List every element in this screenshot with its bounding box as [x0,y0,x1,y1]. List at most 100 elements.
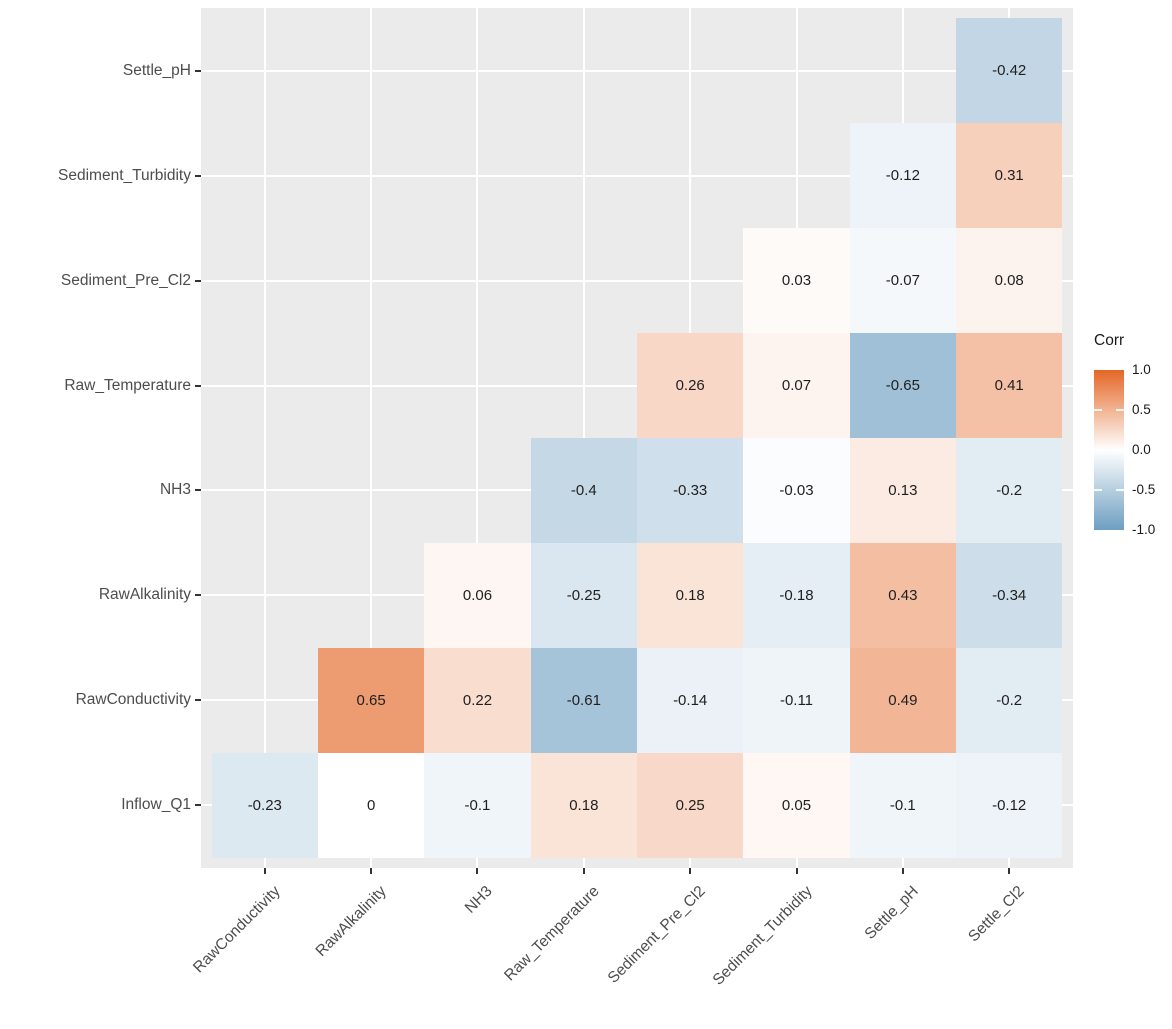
cell-value-label: -0.65 [885,377,920,395]
cell-value-label: 0.18 [569,796,599,814]
gridline-horizontal [201,279,1073,282]
cell-value-label: 0.07 [781,377,812,395]
heatmap-cell: 0.18 [637,542,744,648]
legend-bar-tick [1094,449,1102,451]
cell-value-label: 0.13 [888,481,918,499]
legend-tick-label: 0.0 [1132,442,1151,457]
x-axis-tick [795,868,798,874]
heatmap-cell: -0.61 [530,647,637,753]
heatmap-cell: -0.2 [956,438,1063,543]
heatmap-cell: -0.23 [211,752,318,858]
heatmap-cell: 0.41 [956,333,1063,438]
heatmap-cell: 0.49 [849,647,956,753]
heatmap-cell: -0.25 [530,542,637,648]
cell-value-label: -0.12 [885,167,920,185]
y-axis-label: RawConductivity [75,691,191,709]
heatmap-cell: 0.25 [637,752,744,858]
y-axis-tick [195,69,201,72]
heatmap-cell: -0.12 [956,752,1063,858]
heatmap-cell: -0.1 [424,752,531,858]
cell-value-label: -0.18 [779,586,814,604]
legend: Corr 1.0 0.5 0.0 -0.5 -1.0 [1094,332,1172,542]
gridline-vertical [476,8,479,868]
cell-value-label: 0.43 [888,586,918,604]
cell-value-label: -0.2 [996,691,1023,709]
y-axis-tick [195,174,201,177]
heatmap-cell: -0.4 [530,438,637,543]
legend-tick-label: 1.0 [1132,362,1151,377]
y-axis-label: Sediment_Turbidity [58,166,191,184]
cell-value-label: -0.03 [779,481,814,499]
cell-value-label: 0.31 [994,167,1024,185]
cell-value-label: -0.34 [992,586,1027,604]
heatmap-cell: -0.2 [956,647,1063,753]
cell-value-label: -0.33 [673,481,708,499]
gridline-vertical [263,8,266,868]
cell-value-label: 0.03 [781,272,812,290]
cell-value-label: 0.08 [994,272,1024,290]
heatmap-cell: 0.18 [530,752,637,858]
cell-value-label: 0.49 [888,691,918,709]
heatmap-cell: 0.26 [637,333,744,438]
cell-value-label: -0.42 [992,62,1027,80]
cell-value-label: 0.25 [675,796,705,814]
heatmap-cell: -0.12 [849,123,956,229]
x-axis-tick [263,868,266,874]
heatmap-cell: -0.11 [743,647,850,753]
heatmap-cell: 0.07 [743,333,850,438]
cell-value-label: 0.05 [781,796,812,814]
y-axis-label: Raw_Temperature [64,376,191,394]
y-axis-tick [195,699,201,702]
cell-value-label: -0.1 [889,796,916,814]
gridline-horizontal [201,69,1073,72]
cell-value-label: -0.25 [566,586,601,604]
y-axis-label: RawAlkalinity [98,586,191,604]
cell-value-label: -0.4 [570,481,597,499]
cell-value-label: -0.23 [247,796,282,814]
y-axis-label: Settle_pH [122,61,191,79]
heatmap-cell: -0.42 [956,18,1063,124]
cell-value-label: 0.22 [462,691,493,709]
legend-tick-label: -0.5 [1132,482,1156,497]
cell-value-label: -0.1 [464,796,491,814]
heatmap-cell: 0.13 [849,438,956,543]
heatmap-cell: 0.31 [956,123,1063,229]
cell-value-label: 0.65 [356,691,386,709]
y-axis-tick [195,594,201,597]
heatmap-cell: 0.22 [424,647,531,753]
legend-bar-tick [1116,489,1124,491]
heatmap-cell: -0.33 [637,438,744,543]
heatmap-cell: -0.18 [743,542,850,648]
heatmap-cell: 0 [317,752,425,858]
plot-panel: -0.42 -0.12 0.31 0.03 -0.07 0.08 0.26 0.07 -0.65… [201,8,1073,868]
legend-title: Corr [1094,332,1125,349]
heatmap-cell: 0.08 [956,228,1063,334]
x-axis-tick [582,868,585,874]
cell-value-label: 0 [366,796,376,814]
heatmap-cell: -0.03 [743,438,850,543]
cell-value-label: 0.18 [675,586,705,604]
cell-value-label: -0.61 [566,691,601,709]
y-axis-tick [195,804,201,807]
heatmap-cell: 0.43 [849,542,956,648]
y-axis-tick [195,489,201,492]
y-axis-label: NH3 [159,481,191,499]
y-axis-label: Inflow_Q1 [121,796,191,814]
heatmap-cell: -0.07 [849,228,956,334]
y-axis-tick [195,279,201,282]
cell-value-label: -0.2 [996,481,1023,499]
legend-tick-label: -1.0 [1132,522,1156,537]
legend-bar-tick [1116,449,1124,451]
x-axis-tick [370,868,373,874]
heatmap-cell: -0.14 [637,647,744,753]
x-axis-tick [901,868,904,874]
x-axis-tick [476,868,479,874]
legend-tick-label: 0.5 [1132,402,1151,417]
cell-value-label: -0.14 [673,691,708,709]
heatmap-cell: 0.05 [743,752,850,858]
cell-value-label: -0.07 [885,272,920,290]
legend-bar-tick [1116,409,1124,411]
cell-value-label: 0.41 [994,377,1024,395]
gridline-vertical [370,8,373,868]
